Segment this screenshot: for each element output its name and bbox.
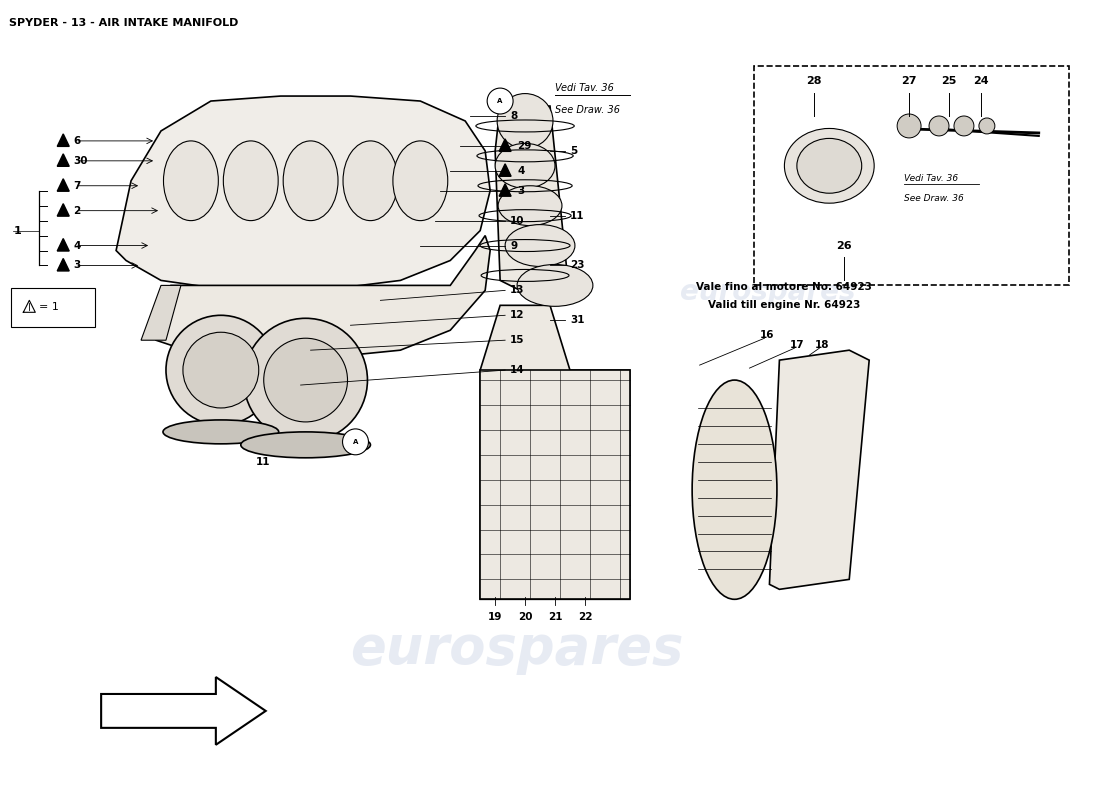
Text: 29: 29	[517, 141, 531, 151]
Polygon shape	[499, 164, 512, 176]
Text: 3: 3	[517, 186, 525, 196]
Circle shape	[930, 116, 949, 136]
Circle shape	[487, 88, 513, 114]
Ellipse shape	[497, 94, 553, 148]
Text: 25: 25	[942, 76, 957, 86]
Text: 1: 1	[13, 226, 21, 235]
Circle shape	[898, 114, 921, 138]
Text: 24: 24	[974, 76, 989, 86]
Ellipse shape	[505, 225, 575, 266]
Text: 15: 15	[510, 335, 525, 346]
Polygon shape	[495, 106, 570, 300]
Circle shape	[979, 118, 994, 134]
Text: A: A	[353, 439, 359, 445]
Text: 26: 26	[836, 241, 852, 250]
Text: Vale fino al motore No. 64923: Vale fino al motore No. 64923	[696, 282, 872, 292]
Text: 8: 8	[510, 111, 517, 121]
Text: eurospares: eurospares	[800, 186, 923, 205]
Ellipse shape	[784, 129, 874, 203]
Polygon shape	[57, 258, 69, 271]
Text: A: A	[497, 98, 503, 104]
Polygon shape	[57, 178, 69, 191]
Polygon shape	[769, 350, 869, 590]
Polygon shape	[481, 370, 630, 599]
Text: 11: 11	[255, 457, 271, 466]
Ellipse shape	[241, 432, 371, 458]
Ellipse shape	[393, 141, 448, 221]
Circle shape	[166, 315, 276, 425]
Text: 7: 7	[74, 181, 80, 190]
Text: 2: 2	[74, 206, 80, 216]
Polygon shape	[156, 235, 491, 360]
Text: eurospares: eurospares	[680, 278, 855, 306]
Ellipse shape	[164, 141, 218, 221]
Text: = 1: = 1	[40, 302, 59, 312]
Text: 22: 22	[578, 612, 592, 622]
Text: 14: 14	[510, 365, 525, 375]
Text: Vedi Tav. 36: Vedi Tav. 36	[904, 174, 958, 182]
Polygon shape	[57, 134, 69, 146]
Text: 4: 4	[517, 166, 525, 176]
Text: 28: 28	[806, 76, 822, 86]
Text: eurospares: eurospares	[351, 623, 684, 675]
Circle shape	[342, 429, 369, 455]
Text: 23: 23	[570, 261, 584, 270]
Ellipse shape	[343, 141, 398, 221]
Circle shape	[954, 116, 974, 136]
Polygon shape	[499, 184, 512, 196]
Text: 3: 3	[74, 261, 80, 270]
Text: 27: 27	[901, 76, 916, 86]
Text: Valid till engine Nr. 64923: Valid till engine Nr. 64923	[708, 300, 860, 310]
Text: 4: 4	[74, 241, 80, 250]
Text: See Draw. 36: See Draw. 36	[556, 105, 620, 115]
Text: 11: 11	[570, 210, 584, 221]
Text: 10: 10	[510, 216, 525, 226]
Text: 17: 17	[790, 340, 804, 350]
Ellipse shape	[498, 186, 562, 226]
Polygon shape	[57, 204, 69, 216]
Text: 13: 13	[510, 286, 525, 295]
Circle shape	[264, 338, 348, 422]
Polygon shape	[101, 677, 266, 745]
Polygon shape	[57, 154, 69, 166]
Text: See Draw. 36: See Draw. 36	[904, 194, 964, 202]
Ellipse shape	[495, 143, 556, 188]
FancyBboxPatch shape	[11, 288, 96, 327]
Text: 21: 21	[548, 612, 562, 622]
Text: 30: 30	[74, 156, 88, 166]
Text: 9: 9	[510, 241, 517, 250]
Text: 6: 6	[74, 136, 80, 146]
Text: 31: 31	[570, 315, 584, 326]
Polygon shape	[499, 139, 512, 151]
Polygon shape	[141, 286, 180, 340]
Ellipse shape	[796, 138, 861, 194]
Ellipse shape	[692, 380, 777, 599]
Ellipse shape	[163, 420, 278, 444]
Text: SPYDER - 13 - AIR INTAKE MANIFOLD: SPYDER - 13 - AIR INTAKE MANIFOLD	[10, 18, 239, 28]
Polygon shape	[481, 306, 630, 599]
Text: 20: 20	[518, 612, 532, 622]
Text: 19: 19	[488, 612, 503, 622]
Text: Vedi Tav. 36: Vedi Tav. 36	[556, 83, 614, 93]
Text: 16: 16	[759, 330, 774, 340]
Polygon shape	[57, 238, 69, 251]
Text: 12: 12	[510, 310, 525, 320]
Ellipse shape	[517, 265, 593, 306]
Text: 5: 5	[570, 146, 578, 156]
Polygon shape	[117, 96, 491, 290]
Text: 18: 18	[814, 340, 828, 350]
Ellipse shape	[223, 141, 278, 221]
FancyBboxPatch shape	[755, 66, 1069, 286]
Circle shape	[183, 332, 258, 408]
Ellipse shape	[283, 141, 338, 221]
Circle shape	[244, 318, 367, 442]
